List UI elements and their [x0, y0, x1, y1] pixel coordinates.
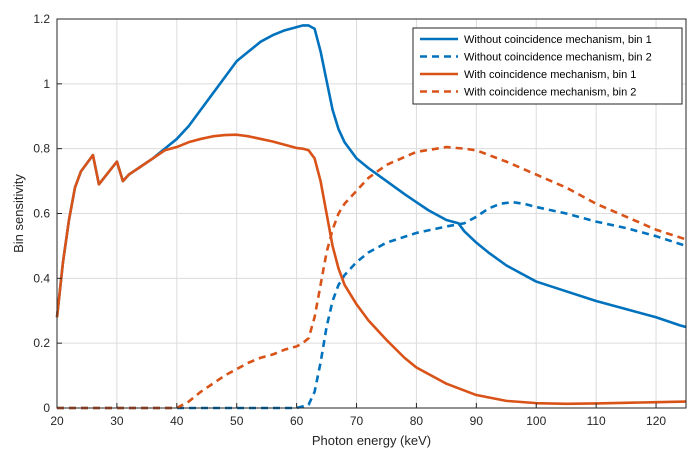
series-line-2	[57, 200, 687, 410]
x-tick-label: 110	[587, 414, 606, 428]
y-tick-label: 0	[43, 401, 50, 415]
x-tick-label: 20	[50, 414, 64, 428]
y-tick-label: 1.2	[33, 12, 50, 26]
legend-entry: With coincidence mechanism, bin 1	[464, 69, 636, 81]
x-tick-label: 90	[470, 414, 484, 428]
ticks: 20 30 40 50 60 70 80 90 100 110 120 0 0.2 0.4 0.6 0.8 1 1…	[33, 12, 666, 428]
series-line-4	[57, 145, 687, 410]
legend-entry: With coincidence mechanism, bin 2	[464, 87, 636, 99]
x-tick-label: 60	[290, 414, 304, 428]
x-tick-label: 30	[110, 414, 124, 428]
y-tick-label: 0.6	[33, 207, 50, 221]
series-layer	[55, 24, 687, 410]
y-axis-label: Bin sensitivity	[11, 174, 26, 253]
x-axis-label: Photon energy (keV)	[312, 433, 431, 448]
y-tick-label: 0.8	[33, 142, 50, 156]
x-tick-label: 50	[230, 414, 244, 428]
series-line-3	[55, 133, 687, 406]
x-tick-label: 100	[526, 414, 546, 428]
x-tick-label: 120	[646, 414, 666, 428]
x-tick-label: 80	[410, 414, 424, 428]
x-tick-label: 40	[170, 414, 184, 428]
y-tick-label: 1	[43, 77, 50, 91]
x-tick-label: 70	[350, 414, 364, 428]
legend: Without coincidence mechanism, bin 1 With…	[412, 27, 683, 105]
y-tick-label: 0.4	[33, 271, 50, 285]
legend-entry: Without coincidence mechanism, bin 2	[464, 52, 652, 64]
y-tick-label: 0.2	[33, 336, 50, 350]
legend-entry: Without coincidence mechanism, bin 1	[464, 34, 652, 46]
